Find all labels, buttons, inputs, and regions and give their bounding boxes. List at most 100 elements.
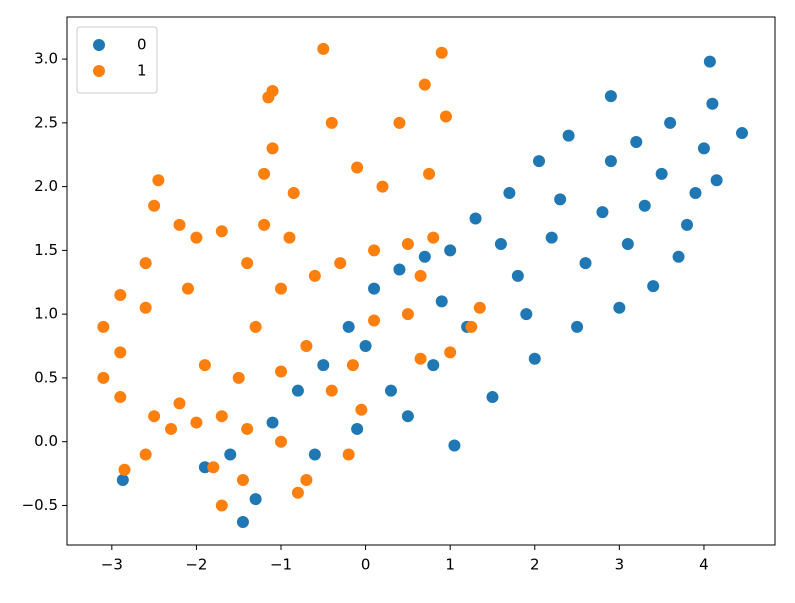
point [308, 448, 321, 461]
y-tick-label: 0.5 [34, 368, 58, 386]
point [703, 55, 716, 68]
point [342, 448, 355, 461]
point [258, 167, 271, 180]
x-tick-label: −3 [101, 556, 123, 574]
point [384, 384, 397, 397]
point [545, 231, 558, 244]
series [97, 42, 486, 512]
point [236, 516, 249, 529]
point [494, 238, 507, 251]
point [148, 199, 161, 212]
point [401, 238, 414, 251]
point [139, 448, 152, 461]
point [435, 46, 448, 59]
x-tick-label: 2 [530, 556, 540, 574]
point [165, 422, 178, 435]
point [308, 269, 321, 282]
y-tick-label: 0.0 [34, 432, 58, 450]
point [287, 187, 300, 199]
point [114, 289, 127, 302]
point [215, 499, 228, 512]
point [190, 416, 203, 429]
point [291, 384, 304, 397]
point [207, 461, 220, 474]
point [266, 84, 279, 97]
point [114, 391, 127, 404]
point [444, 244, 457, 257]
point [414, 352, 427, 365]
point [266, 416, 279, 429]
point [283, 231, 296, 244]
point [736, 127, 749, 140]
point [689, 187, 702, 199]
x-tick-label: −1 [270, 556, 292, 574]
point [118, 463, 131, 476]
point [368, 282, 381, 295]
point [224, 448, 237, 461]
point [604, 155, 617, 168]
point [528, 352, 541, 365]
point [401, 410, 414, 423]
point [114, 346, 127, 359]
point [579, 257, 592, 270]
legend-marker [93, 65, 105, 77]
point [444, 346, 457, 359]
point [418, 78, 431, 91]
point [97, 371, 110, 384]
x-tick-label: 3 [615, 556, 625, 574]
point [148, 410, 161, 423]
point [346, 359, 359, 372]
point [604, 90, 617, 103]
point [423, 167, 436, 180]
point [376, 180, 389, 193]
point [215, 410, 228, 423]
point [439, 110, 452, 123]
point [249, 493, 262, 506]
point [249, 320, 262, 333]
point [520, 308, 533, 321]
point [368, 314, 381, 327]
point [300, 340, 313, 353]
point [325, 384, 338, 397]
point [334, 257, 347, 270]
point [473, 301, 486, 314]
point [258, 218, 271, 231]
x-tick-label: 4 [699, 556, 709, 574]
point [275, 435, 288, 448]
point [198, 461, 211, 474]
point [300, 473, 313, 486]
point [638, 199, 651, 212]
point [291, 486, 304, 499]
point [655, 167, 668, 180]
point [317, 42, 330, 55]
y-tick-label: 3.0 [34, 50, 58, 68]
plot-frame [66, 16, 776, 546]
point [706, 97, 719, 110]
point [173, 218, 186, 231]
point [232, 371, 245, 384]
point [511, 269, 524, 282]
point [359, 340, 372, 353]
point [190, 231, 203, 244]
y-tick-label: 1.0 [34, 305, 58, 323]
point [697, 142, 710, 155]
point [427, 359, 440, 372]
point [351, 422, 364, 435]
x-tick-label: 0 [361, 556, 371, 574]
point [368, 244, 381, 257]
point [503, 187, 516, 199]
point [215, 225, 228, 238]
point [414, 269, 427, 282]
point [533, 155, 545, 168]
point [562, 129, 575, 142]
legend-label: 0 [137, 36, 147, 54]
point [710, 174, 723, 187]
point [139, 257, 152, 270]
point [613, 301, 626, 314]
x-tick-label: 1 [445, 556, 455, 574]
point [554, 193, 567, 206]
point [97, 320, 110, 333]
point [393, 263, 406, 276]
point [241, 422, 254, 435]
